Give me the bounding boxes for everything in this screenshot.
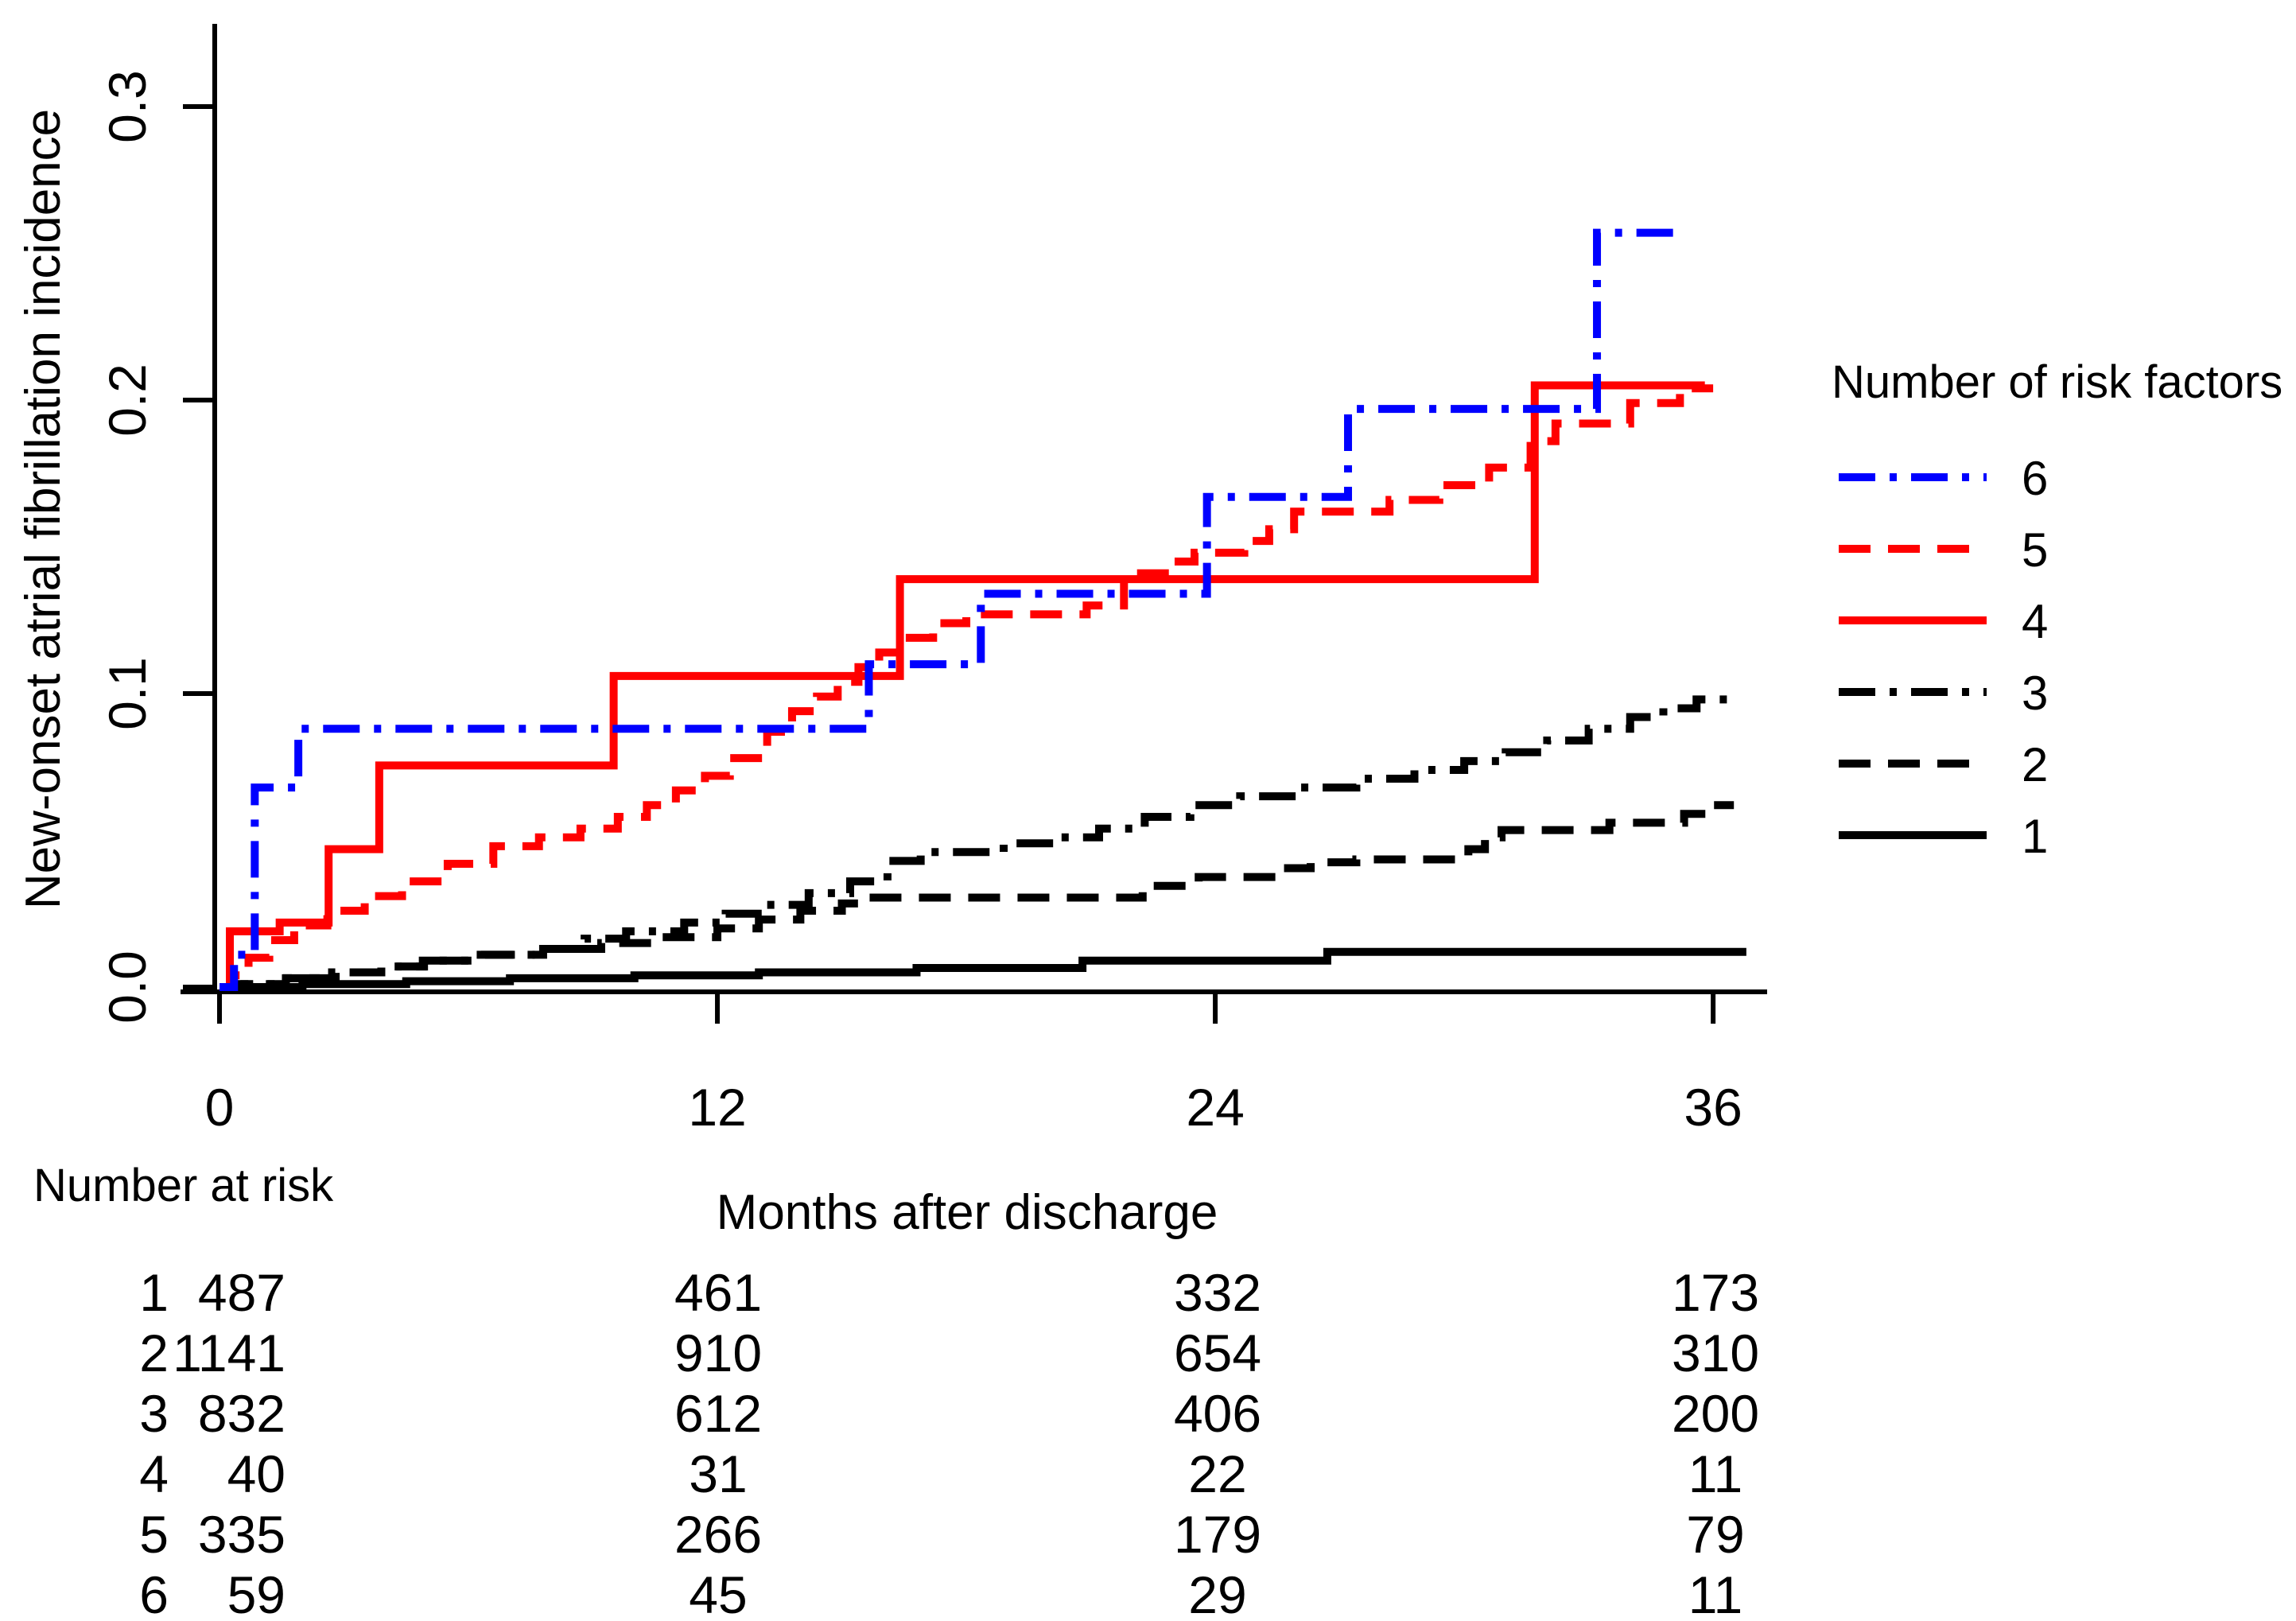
series-1-curve [219,947,1746,991]
at-risk-row-4: 4 40 31 22 11 [139,1444,1742,1503]
legend-label-2: 2 [2022,738,2048,791]
legend: 6 5 4 3 2 1 [1839,452,2048,863]
legend-label-4: 4 [2022,595,2048,648]
at-risk-row-label-6: 6 [139,1565,169,1617]
at-risk-value-group5-month36: 79 [1686,1505,1744,1564]
at-risk-value-group2-month36: 310 [1672,1324,1759,1382]
curves [219,228,1746,991]
legend-label-1: 1 [2022,810,2048,863]
at-risk-row-label-1: 1 [139,1263,169,1322]
at-risk-row-label-3: 3 [139,1384,169,1443]
series-5-curve [219,384,1714,991]
at-risk-row-5: 5 335 266 179 79 [139,1505,1744,1564]
at-risk-value-group5-month0: 335 [198,1505,286,1564]
legend-title: Number of risk factors [1832,356,2282,408]
at-risk-row-1: 1 487 461 332 173 [139,1263,1759,1322]
legend-label-6: 6 [2022,452,2048,505]
at-risk-row-label-4: 4 [139,1444,169,1503]
legend-item-1: 1 [1839,810,2048,863]
at-risk-value-group3-month12: 612 [674,1384,762,1443]
at-risk-row-2: 2 1141 910 654 310 [139,1324,1759,1382]
at-risk-value-group4-month36: 11 [1688,1444,1743,1503]
legend-item-2: 2 [1839,738,2048,791]
at-risk-value-group3-month24: 406 [1174,1384,1261,1443]
at-risk-value-group1-month24: 332 [1174,1263,1261,1322]
at-risk-row-label-2: 2 [139,1324,169,1382]
x-tick-label-24: 24 [1186,1078,1244,1137]
at-risk-row-3: 3 832 612 406 200 [139,1384,1759,1443]
at-risk-value-group3-month0: 832 [198,1384,286,1443]
at-risk-value-group2-month24: 654 [1174,1324,1261,1382]
at-risk-value-group2-month12: 910 [674,1324,762,1382]
at-risk-row-6: 6 59 45 29 11 [139,1565,1743,1621]
x-tick-label-12: 12 [688,1078,746,1137]
legend-item-4: 4 [1839,595,2048,648]
y-tick-label-0.3: 0.3 [98,70,157,143]
at-risk-value-group5-month24: 179 [1174,1505,1261,1564]
x-axis-title: Months after discharge [717,1185,1218,1240]
at-risk-row-label-5: 5 [139,1505,169,1564]
at-risk-header: Number at risk [33,1160,334,1211]
y-axis-title: New-onset atrial fibrillation incidence [16,109,71,909]
series-2-curve [219,801,1735,991]
at-risk-value-group2-month0: 1141 [173,1324,286,1382]
at-risk-value-group6-month0: 59 [227,1565,286,1617]
at-risk-value-group4-month12: 31 [689,1444,747,1503]
x-tick-label-0: 0 [205,1078,235,1137]
at-risk-value-group6-month24: 29 [1188,1565,1246,1617]
at-risk-value-group5-month12: 266 [674,1505,762,1564]
at-risk-value-group4-month24: 22 [1188,1444,1246,1503]
legend-item-3: 3 [1839,667,2048,720]
at-risk-value-group3-month36: 200 [1672,1384,1759,1443]
y-tick-label-0.0: 0.0 [98,950,157,1024]
legend-item-5: 5 [1839,523,2048,577]
legend-label-3: 3 [2022,667,2048,720]
legend-item-6: 6 [1839,452,2048,505]
axes: 0 12 24 36 0.0 0.1 0.2 0.3 [98,24,1767,1137]
at-risk-value-group6-month12: 45 [689,1565,747,1617]
series-6-curve [219,228,1687,991]
at-risk-value-group1-month36: 173 [1672,1263,1759,1322]
y-tick-label-0.1: 0.1 [98,657,157,730]
at-risk-value-group1-month12: 461 [674,1263,762,1322]
series-3-curve [219,695,1739,991]
legend-label-5: 5 [2022,523,2048,577]
at-risk-value-group1-month0: 487 [198,1263,286,1322]
y-tick-label-0.2: 0.2 [98,363,157,437]
at-risk-value-group4-month0: 40 [227,1444,286,1503]
at-risk-value-group6-month36: 11 [1688,1565,1743,1617]
x-tick-label-36: 36 [1684,1078,1742,1137]
series-4-curve [219,381,1705,991]
